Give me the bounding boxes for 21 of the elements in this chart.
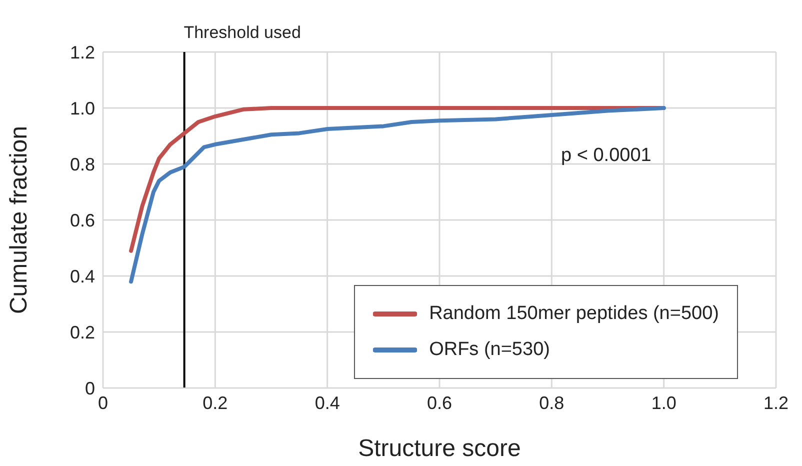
y-tick-label: 0.4: [70, 266, 95, 286]
y-tick-label: 0.6: [70, 210, 95, 230]
y-tick-label: 0.8: [70, 154, 95, 174]
y-tick-label: 1.0: [70, 98, 95, 118]
x-tick-label: 0.4: [314, 392, 340, 413]
x-tick-label: 0.6: [426, 392, 452, 413]
x-tick-label: 1.2: [763, 392, 789, 413]
y-tick-label: 1.2: [70, 42, 95, 62]
x-tick-label: 0.2: [202, 392, 228, 413]
y-tick-label: 0.2: [70, 322, 95, 342]
legend-label: Random 150mer peptides (n=500): [429, 303, 719, 325]
x-tick-label: 0: [98, 392, 108, 413]
y-axis-title: Cumulate fraction: [6, 126, 33, 314]
y-tick-label: 0: [84, 378, 95, 398]
legend-label: ORFs (n=530): [429, 339, 550, 361]
x-tick-label: 1.0: [651, 392, 676, 413]
ref-line-label: Threshold used: [184, 23, 301, 42]
x-tick-label: 0.8: [539, 392, 564, 413]
x-axis-title: Structure score: [358, 435, 521, 462]
line-series: [129, 106, 666, 284]
annotation: p < 0.0001: [561, 145, 652, 167]
